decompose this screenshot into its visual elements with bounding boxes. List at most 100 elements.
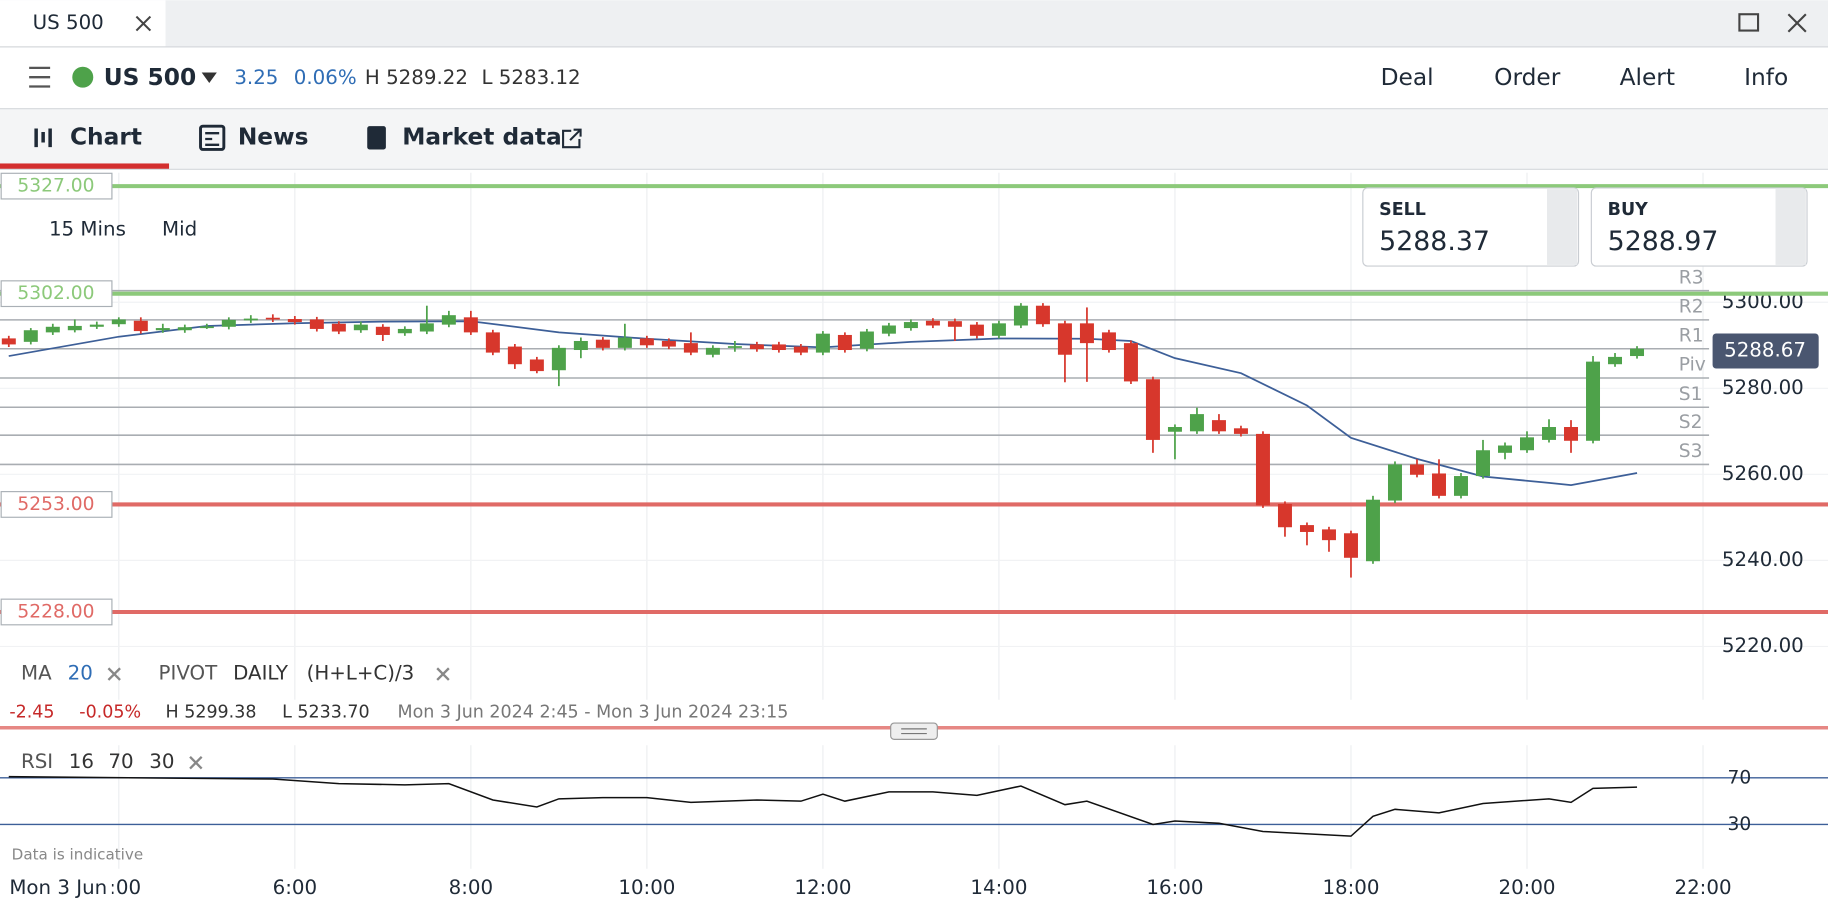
plot: 4:00 6:00 8:00 10:00 12:00 14:00 16:00 18:00 20:… [0,172,1828,904]
candle-body [155,328,170,331]
external-link[interactable] [562,128,582,149]
sell-label: SELL [1379,200,1426,220]
candle-body [221,319,236,327]
pivot-label: S3 [1679,441,1703,462]
price-line-label: 5253.00 [17,494,94,515]
resize-handle[interactable] [890,722,938,740]
candle-body [45,326,60,333]
instrument-name[interactable]: US 500 [104,64,196,91]
maximize[interactable] [1738,13,1760,32]
pivot-period: DAILY [233,662,289,685]
tab-bar [0,108,1828,170]
tab-market-data[interactable]: Market data [402,123,562,150]
order-button[interactable]: Order [1494,64,1561,91]
candle-body [1365,499,1380,562]
candle-body [881,325,896,334]
status-dot [72,66,94,88]
menu[interactable] [29,66,51,88]
dropdown[interactable] [201,72,217,84]
candle-body [903,322,918,329]
date-box [0,874,112,904]
x-tick-label: 6:00 [273,876,317,899]
candle-body [89,324,104,327]
ma-name: MA [21,662,52,685]
candle-body [639,338,654,346]
candle-body [199,326,214,329]
candle-body [1013,305,1028,326]
deal-button[interactable]: Deal [1381,64,1434,91]
remove-rsi[interactable] [189,756,203,770]
candle-body [859,331,874,349]
last-price-label: 5288.67 [1724,339,1806,362]
candle-body [111,319,126,325]
rsi-tick-label: 70 [1728,767,1752,788]
candle-body [1057,323,1072,355]
candle-body [1475,450,1490,477]
y-tick-label: 5280.00 [1722,376,1804,399]
candle-body [309,319,324,329]
candle-body [925,320,940,326]
x-tick-label: 8:00 [449,876,493,899]
buy-box-side [1775,189,1806,265]
change-pct: 0.06% [294,66,357,89]
candle-body [1167,427,1182,432]
period-change-pct: -0.05% [79,703,141,723]
candle-body [749,344,764,350]
candle-body [133,320,148,332]
candle-body [1630,348,1645,357]
candle-body [1564,427,1579,441]
window-tab[interactable] [0,0,166,47]
price-line-label-box [0,280,113,308]
remove-pivot[interactable] [436,667,450,681]
candle-body [287,319,302,323]
info-button[interactable]: Info [1744,64,1788,91]
x-tick-label: 20:00 [1498,876,1555,899]
candle-body [1343,533,1358,558]
close-tab[interactable] [135,15,152,32]
candle-body [595,339,610,348]
sell-price: 5288.37 [1379,226,1490,257]
remove-ma[interactable] [107,667,121,681]
alert-button[interactable]: Alert [1620,64,1675,91]
y-tick-label: 5240.00 [1722,548,1804,571]
price-line-label-box [0,491,113,518]
candle-body [1431,473,1446,496]
y-tick-label: 5260.00 [1722,462,1804,485]
pivot-label: S1 [1679,384,1703,405]
candle-body [1586,361,1601,441]
day-low: L 5283.12 [481,66,580,89]
candle-body [1409,464,1424,475]
candle-body [661,340,676,347]
price-line-label-box [0,172,113,200]
candle-body [1387,464,1402,501]
last-price-tag [1712,333,1819,369]
candle-body [1123,343,1138,382]
sell-box[interactable] [1362,187,1580,267]
candle-body [1233,428,1248,434]
candle-body [265,317,280,320]
candle-body [1277,504,1292,528]
candle-body [573,340,588,351]
price-type[interactable]: Mid [162,217,197,240]
candle-body [177,327,192,331]
buy-price: 5288.97 [1608,226,1719,257]
tab-chart[interactable]: Chart [70,123,142,150]
candle-body [947,321,962,327]
change: 3.25 [234,66,278,89]
candle-body [815,333,830,353]
interval[interactable]: 15 Mins [49,217,126,240]
candle-body [991,323,1006,336]
price-line-label: 5228.00 [17,601,94,622]
pivot-label: S2 [1679,412,1703,433]
candle-body [969,324,984,336]
ma-period: 20 [68,662,93,685]
candle-body [1299,525,1314,532]
close-window[interactable] [1787,13,1807,33]
candle-body [463,317,478,333]
rsi-param: 30 [149,750,174,773]
candle-body [67,325,82,331]
candle-body [1520,437,1534,451]
tab-news[interactable]: News [238,123,309,150]
buy-box[interactable] [1590,187,1808,267]
